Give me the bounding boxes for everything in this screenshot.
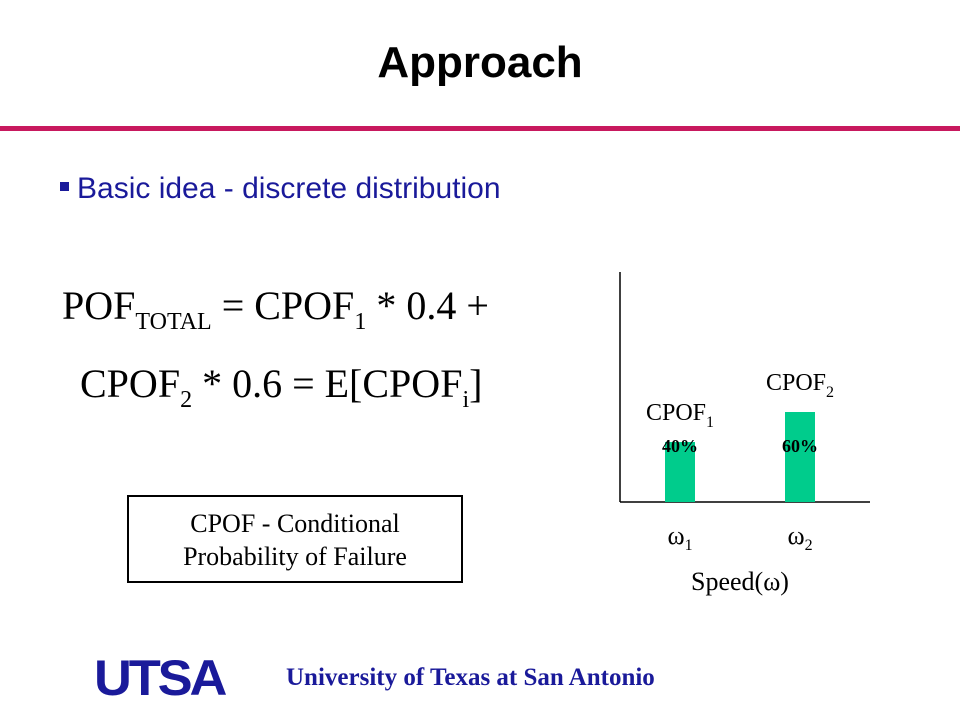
definition-line-1: CPOF - Conditional	[190, 509, 400, 538]
definition-box: CPOF - Conditional Probability of Failur…	[127, 495, 463, 583]
bullet-text: Basic idea - discrete distribution	[77, 172, 501, 205]
x-tick-label-1: ω1	[667, 521, 692, 554]
bar-series-label-2: CPOF2	[766, 370, 834, 401]
bar-1	[665, 442, 695, 502]
bar-value-label-1: 40%	[662, 436, 698, 456]
eq1-sub-a: TOTAL	[135, 309, 212, 335]
institution-name: University of Texas at San Antonio	[286, 664, 655, 691]
speed-distribution-chart: 40% CPOF1 ω1 60% CPOF2 ω2 Speed(ω)	[619, 272, 870, 596]
bullet-item: Basic idea - discrete distribution	[60, 170, 501, 208]
eq2-sub-a: 2	[180, 387, 193, 413]
x-tick-label-2: ω2	[787, 521, 812, 554]
definition-line-2: Probability of Failure	[183, 542, 407, 571]
slide-title: Approach	[377, 38, 583, 87]
eq2-part-a: CPOF	[80, 361, 181, 406]
square-bullet-icon	[60, 182, 69, 191]
eq1-part-a: POF	[62, 283, 136, 328]
utsa-logo: UTSA	[94, 650, 227, 706]
bar-series-label-1: CPOF1	[646, 400, 714, 431]
bar-value-label-2: 60%	[782, 436, 818, 456]
eq1-sub-b: 1	[354, 309, 367, 335]
title-divider	[0, 126, 960, 131]
eq1-part-b: = CPOF	[211, 283, 355, 328]
eq2-part-c: ]	[469, 361, 483, 406]
bar-2	[785, 412, 815, 502]
x-axis-label: Speed(ω)	[691, 567, 789, 596]
equation-line-2: CPOF2 * 0.6 = E[CPOFi]	[80, 360, 483, 412]
equation-line-1: POFTOTAL = CPOF1 * 0.4 +	[62, 282, 489, 334]
eq2-sub-b: i	[462, 387, 470, 413]
eq2-part-b: * 0.6 = E[CPOF	[192, 361, 463, 406]
eq1-part-c: * 0.4 +	[366, 283, 489, 328]
